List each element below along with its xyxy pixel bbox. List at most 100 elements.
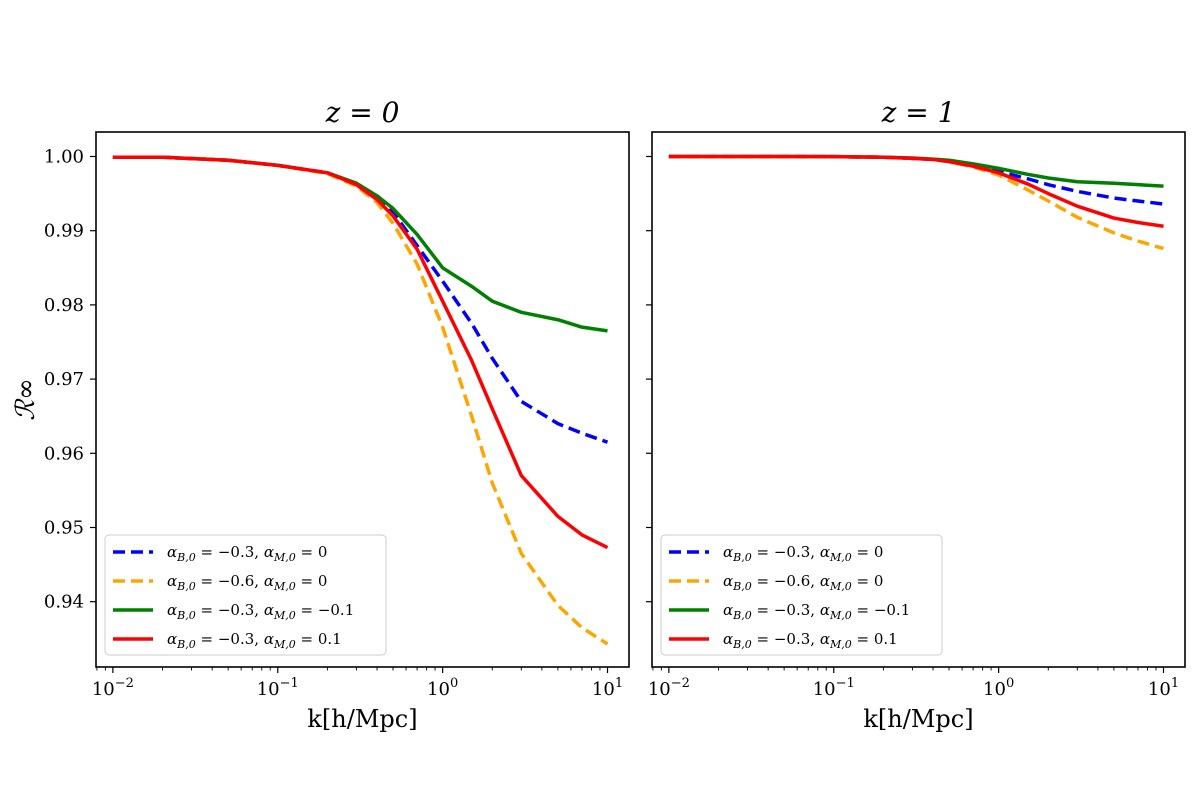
legend-value: = −0.3, — [752, 601, 820, 619]
legend-value: = 0.1 — [296, 630, 342, 648]
x-tick-exponent: −1 — [836, 676, 855, 691]
legend: αB,0 = −0.3, αM,0 = 0αB,0 = −0.6, αM,0 =… — [660, 534, 943, 656]
legend-value: = −0.6, — [752, 572, 820, 590]
legend-value: = −0.3, — [196, 601, 264, 619]
legend-alpha-symbol: α — [264, 572, 274, 590]
legend-alpha-symbol: α — [167, 543, 177, 561]
legend-subscript: M,0 — [273, 609, 296, 622]
y-tick-label: 0.97 — [44, 369, 84, 390]
legend-subscript: B,0 — [732, 580, 752, 593]
legend-label-2: αB,0 = −0.6, αM,0 = 0 — [723, 572, 883, 593]
legend-value: = 0.1 — [852, 630, 898, 648]
legend-value: = 0 — [296, 543, 328, 561]
legend-value: = 0 — [296, 572, 328, 590]
legend-value: = −0.1 — [296, 601, 355, 619]
x-tick-exponent: 0 — [450, 676, 458, 691]
x-tick-label: 10−1 — [257, 676, 299, 700]
panel-title: z = 0 — [325, 96, 400, 129]
legend-value: = −0.6, — [196, 572, 264, 590]
legend-alpha-symbol: α — [167, 601, 177, 619]
x-tick-exponent: −1 — [280, 676, 299, 691]
legend-subscript: B,0 — [176, 551, 196, 564]
y-tick-label: 0.94 — [44, 592, 84, 613]
legend-alpha-symbol: α — [167, 630, 177, 648]
legend-box — [660, 534, 943, 656]
legend: αB,0 = −0.3, αM,0 = 0αB,0 = −0.6, αM,0 =… — [104, 534, 387, 656]
axes-frame — [95, 131, 630, 668]
x-axis-label: k[h/Mpc] — [863, 705, 973, 733]
legend-subscript: M,0 — [829, 638, 852, 651]
legend-alpha-symbol: α — [167, 572, 177, 590]
legend-subscript: M,0 — [829, 551, 852, 564]
legend-box — [104, 534, 387, 656]
legend-label-3: αB,0 = −0.3, αM,0 = −0.1 — [167, 601, 354, 622]
series-line-4 — [112, 155, 609, 550]
legend-value: = −0.3, — [752, 630, 820, 648]
legend-alpha-symbol: α — [723, 630, 733, 648]
legend-alpha-symbol: α — [820, 572, 830, 590]
legend-alpha-symbol: α — [723, 543, 733, 561]
legend-label-4: αB,0 = −0.3, αM,0 = 0.1 — [723, 630, 898, 651]
y-tick-label: 0.96 — [44, 443, 84, 464]
legend-alpha-symbol: α — [264, 601, 274, 619]
y-axis-label: ℛ∞ — [11, 378, 41, 420]
legend-value: = 0 — [852, 572, 884, 590]
series-line-2 — [112, 155, 609, 646]
y-tick-label: 0.95 — [44, 517, 84, 538]
legend-subscript: M,0 — [829, 580, 852, 593]
legend-subscript: B,0 — [176, 609, 196, 622]
x-tick-base: 10 — [92, 679, 115, 700]
series-line-1 — [112, 155, 609, 444]
legend-label-1: αB,0 = −0.3, αM,0 = 0 — [167, 543, 327, 564]
legend-alpha-symbol: α — [264, 630, 274, 648]
y-tick-label: 1.00 — [44, 146, 84, 167]
x-tick-label: 10−1 — [813, 676, 855, 700]
legend-subscript: M,0 — [273, 551, 296, 564]
x-tick-label: 101 — [1148, 676, 1179, 700]
legend-subscript: B,0 — [732, 551, 752, 564]
legend-value: = −0.3, — [196, 543, 264, 561]
legend-label-2: αB,0 = −0.6, αM,0 = 0 — [167, 572, 327, 593]
series-group — [668, 154, 1164, 251]
y-tick-label: 0.99 — [44, 221, 84, 242]
x-tick-base: 10 — [813, 679, 836, 700]
legend-alpha-symbol: α — [820, 601, 830, 619]
legend-subscript: B,0 — [176, 580, 196, 593]
x-tick-label: 100 — [983, 676, 1014, 700]
panel-title: z = 1 — [881, 96, 956, 129]
x-tick-exponent: 1 — [1171, 676, 1179, 691]
legend-value: = −0.3, — [196, 630, 264, 648]
y-tick-label: 0.98 — [44, 295, 84, 316]
legend-subscript: M,0 — [273, 580, 296, 593]
legend-alpha-symbol: α — [723, 601, 733, 619]
x-tick-base: 10 — [983, 679, 1006, 700]
x-tick-base: 10 — [427, 679, 450, 700]
x-tick-label: 10−2 — [92, 676, 134, 700]
x-tick-exponent: 1 — [615, 676, 623, 691]
legend-alpha-symbol: α — [723, 572, 733, 590]
x-axis-label: k[h/Mpc] — [307, 705, 417, 733]
legend-alpha-symbol: α — [264, 543, 274, 561]
series-group — [112, 155, 609, 646]
legend-alpha-symbol: α — [820, 543, 830, 561]
legend-value: = −0.1 — [852, 601, 911, 619]
legend-label-4: αB,0 = −0.3, αM,0 = 0.1 — [167, 630, 342, 651]
legend-label-3: αB,0 = −0.3, αM,0 = −0.1 — [723, 601, 910, 622]
series-line-4 — [668, 154, 1164, 228]
legend-subscript: B,0 — [176, 638, 196, 651]
legend-subscript: M,0 — [829, 609, 852, 622]
legend-subscript: B,0 — [732, 638, 752, 651]
x-tick-base: 10 — [1148, 679, 1171, 700]
x-tick-exponent: −2 — [671, 676, 690, 691]
legend-subscript: B,0 — [732, 609, 752, 622]
x-tick-exponent: −2 — [115, 676, 134, 691]
legend-value: = −0.3, — [752, 543, 820, 561]
x-tick-base: 10 — [592, 679, 615, 700]
x-tick-base: 10 — [257, 679, 280, 700]
axes-frame — [651, 131, 1186, 668]
x-tick-label: 101 — [592, 676, 623, 700]
x-tick-exponent: 0 — [1006, 676, 1014, 691]
